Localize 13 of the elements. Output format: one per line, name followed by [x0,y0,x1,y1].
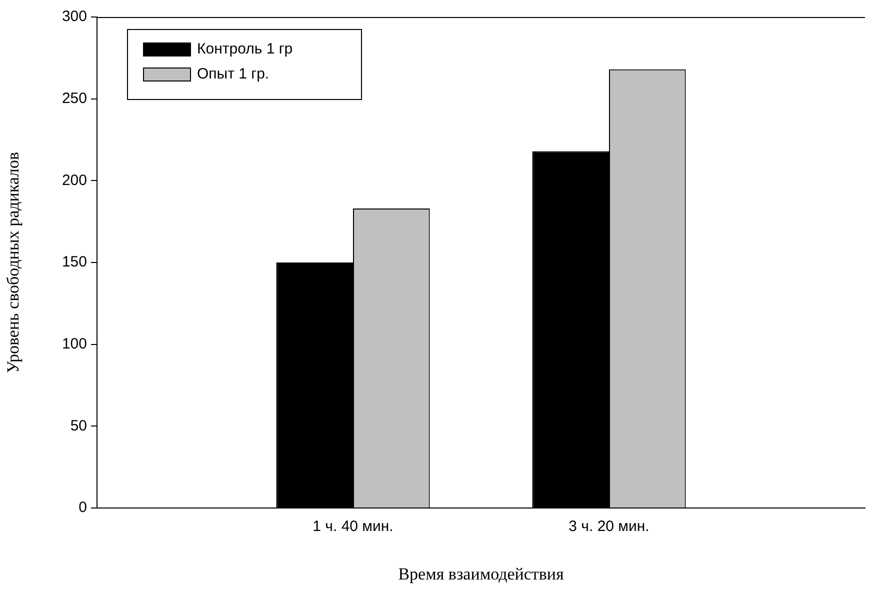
y-tick-label: 0 [78,499,87,516]
y-axis-title: Уровень свободных радикалов [4,152,23,374]
y-tick-label: 200 [62,172,87,189]
y-tick-label: 150 [62,254,87,271]
x-tick-label: 3 ч. 20 мин. [568,518,650,536]
x-tick-label: 1 ч. 40 мин. [312,518,394,536]
y-tick-label: 300 [62,8,87,26]
y-tick-label: 100 [62,335,87,352]
legend-label: Контроль 1 гр [197,40,293,58]
legend-label: Опыт 1 гр. [197,66,270,83]
x-axis-title: Время взаимодействия [398,564,564,584]
y-tick-label: 50 [70,417,87,434]
y-tick-label: 250 [62,90,87,107]
